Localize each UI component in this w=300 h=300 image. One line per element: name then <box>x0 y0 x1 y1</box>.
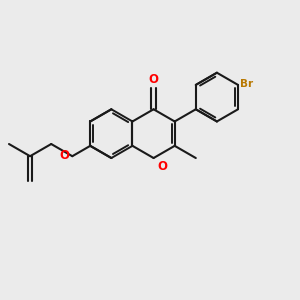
Text: O: O <box>59 149 69 162</box>
Text: O: O <box>157 160 167 173</box>
Text: O: O <box>148 73 159 86</box>
Text: Br: Br <box>240 79 253 89</box>
